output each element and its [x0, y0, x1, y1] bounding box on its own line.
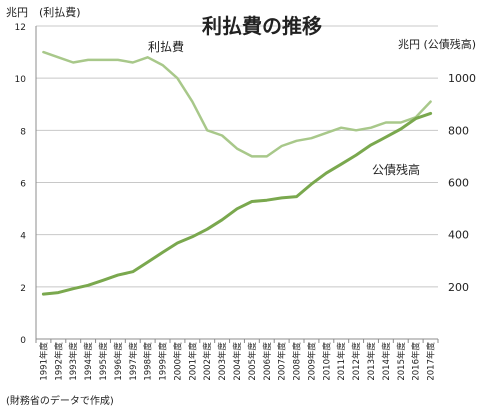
right-tick-label: 1000 — [448, 72, 476, 85]
right-tick-label: 800 — [448, 124, 469, 137]
x-tick-label: 2009年度 — [306, 342, 317, 381]
x-tick-label: 1993年度 — [68, 342, 79, 381]
x-tick-label: 2015年度 — [396, 342, 407, 381]
left-tick-label: 2 — [20, 284, 26, 294]
x-tick-label: 2011年度 — [336, 342, 347, 381]
x-tick-label: 2004年度 — [232, 342, 243, 381]
x-tick-label: 2001年度 — [187, 342, 198, 381]
series-label-debt: 公債残高 — [372, 162, 420, 177]
series-label-interest: 利払費 — [148, 39, 184, 54]
series-line-1 — [42, 50, 432, 158]
source-note: (財務省のデータで作成) — [6, 394, 114, 407]
left-tick-label: 4 — [20, 232, 26, 242]
x-tick-label: 1997年度 — [128, 342, 139, 381]
x-tick-label: 2008年度 — [292, 342, 303, 381]
left-tick-label: 8 — [20, 127, 26, 137]
left-tick-label: 12 — [15, 23, 26, 33]
x-tick-label: 2010年度 — [321, 342, 332, 381]
x-tick-label: 2012年度 — [351, 342, 362, 381]
axes — [35, 26, 439, 343]
x-tick-label: 2005年度 — [247, 342, 258, 381]
x-tick-label: 2014年度 — [381, 342, 392, 381]
series-line-2 — [41, 111, 433, 296]
x-tick-label: 2006年度 — [262, 342, 273, 381]
x-tick-label: 2002年度 — [202, 342, 213, 381]
left-tick-label: 0 — [20, 336, 26, 346]
x-tick-label: 1996年度 — [113, 342, 124, 381]
left-tick-label: 10 — [15, 75, 27, 85]
x-tick-label: 2013年度 — [366, 342, 377, 381]
right-tick-label: 200 — [448, 281, 469, 294]
x-tick-label: 2000年度 — [172, 342, 183, 381]
x-tick-label: 1994年度 — [83, 342, 94, 381]
chart-title: 利払費の推移 — [202, 14, 322, 38]
x-tick-label: 2007年度 — [277, 342, 288, 381]
x-tick-label: 2017年度 — [426, 342, 437, 381]
gridlines — [36, 25, 438, 288]
x-tick-label: 1999年度 — [158, 342, 169, 381]
x-tick-label: 2003年度 — [217, 342, 228, 381]
x-tick-label: 1992年度 — [53, 342, 64, 381]
x-tick-label: 1995年度 — [98, 342, 109, 381]
labels: 0 2 4 6 8 10 12 200 400 600 800 1000 1991年度 1992年度 199… — [6, 5, 476, 407]
left-tick-label: 6 — [20, 180, 26, 190]
left-axis-label: 兆円 (利払費) — [6, 5, 81, 19]
right-axis-label: 兆円 (公債残高) — [398, 37, 476, 51]
right-tick-label: 400 — [448, 229, 469, 242]
series-lines — [41, 50, 433, 296]
x-tick-label: 1991年度 — [38, 342, 49, 381]
x-tick-label: 2016年度 — [411, 342, 422, 381]
right-tick-label: 600 — [448, 177, 469, 190]
x-tick-label: 1998年度 — [143, 342, 154, 381]
